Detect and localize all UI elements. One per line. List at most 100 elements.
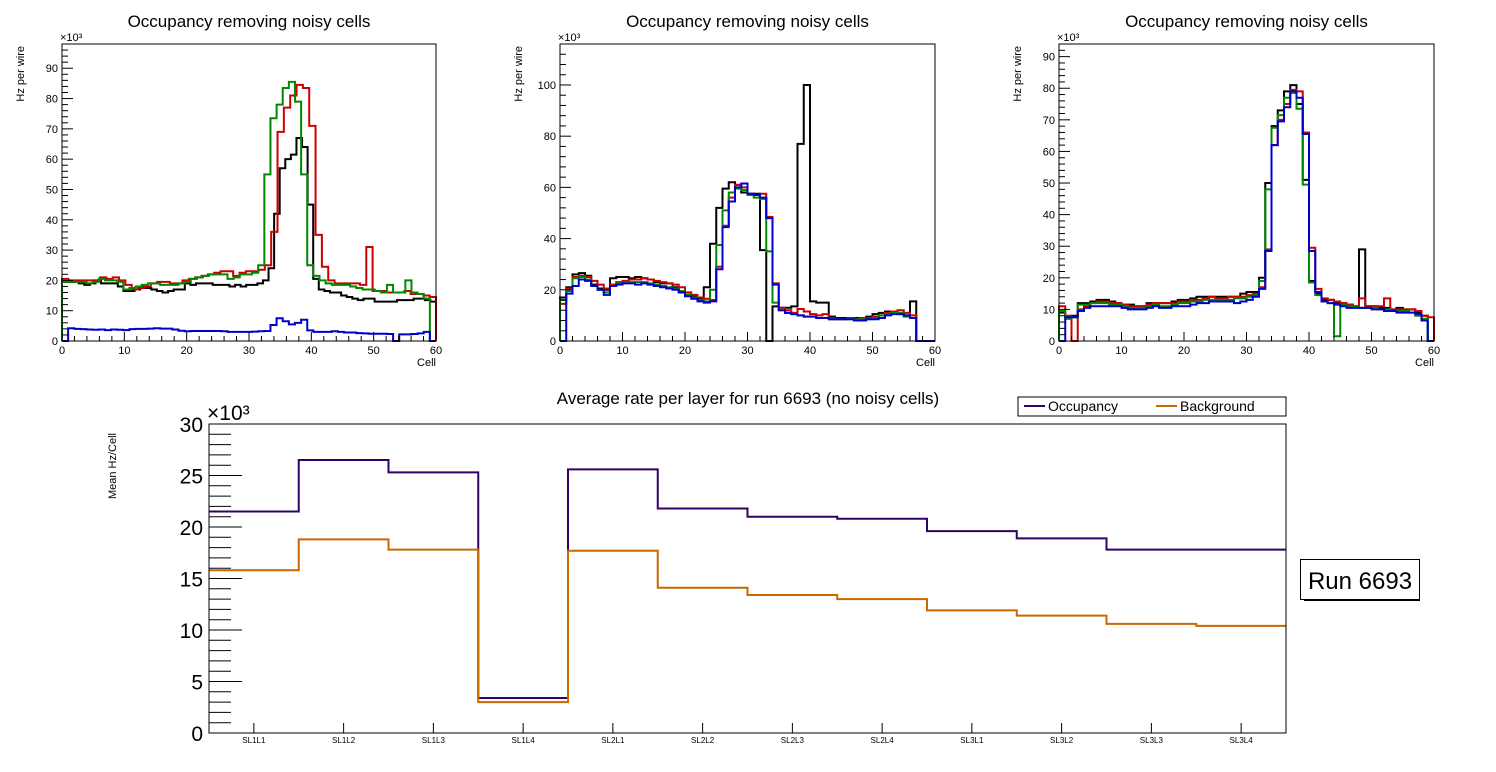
y-tick-label: 20 bbox=[1043, 273, 1055, 285]
x-tick-label: 0 bbox=[59, 345, 65, 357]
x-tick-label: 30 bbox=[243, 345, 255, 357]
series-line-layer-4 bbox=[560, 182, 935, 342]
x-category-label: SL2L2 bbox=[691, 736, 715, 745]
y-tick-label: 30 bbox=[180, 414, 203, 437]
y-tick-label: 10 bbox=[1043, 304, 1055, 316]
x-tick-label: 40 bbox=[1303, 345, 1315, 357]
series-line-layer-3 bbox=[61, 80, 436, 342]
x-category-label: SL3L3 bbox=[1140, 736, 1164, 745]
series-line-layer-1 bbox=[559, 83, 935, 342]
series-line-layer-2 bbox=[1058, 88, 1435, 342]
run-annotation: Run 6693 bbox=[1300, 559, 1420, 601]
y-tick-label: 40 bbox=[544, 234, 556, 246]
x-category-label: SL3L2 bbox=[1050, 736, 1074, 745]
y-tick-label: 15 bbox=[180, 569, 203, 592]
x-tick-label: 40 bbox=[305, 345, 317, 357]
y-axis-label: Hz per wire bbox=[513, 46, 525, 102]
y-tick-label: 90 bbox=[1043, 52, 1055, 64]
y-tick-label: 20 bbox=[544, 285, 556, 297]
x-category-label: SL2L1 bbox=[601, 736, 625, 745]
y-tick-label: 90 bbox=[46, 63, 58, 75]
x-tick-label: 60 bbox=[929, 345, 941, 357]
x-tick-label: 50 bbox=[368, 345, 380, 357]
y-tick-label: 0 bbox=[191, 723, 203, 746]
series-line-layer-2 bbox=[61, 83, 437, 341]
x-tick-label: 30 bbox=[741, 345, 753, 357]
x-tick-label: 40 bbox=[804, 345, 816, 357]
y-tick-label: 0 bbox=[52, 336, 58, 348]
y-tick-label: 80 bbox=[46, 94, 58, 106]
legend-label-occupancy: Occupancy bbox=[1048, 398, 1118, 414]
y-tick-label: 0 bbox=[550, 336, 556, 348]
plot-frame bbox=[208, 423, 1287, 734]
panel-title: Occupancy removing noisy cells bbox=[626, 12, 869, 31]
y-tick-label: 5 bbox=[191, 672, 203, 695]
series-line-layer-1 bbox=[61, 136, 437, 341]
x-category-label: SL1L2 bbox=[332, 736, 356, 745]
x-category-label: SL1L1 bbox=[242, 736, 266, 745]
y-tick-label: 70 bbox=[1043, 115, 1055, 127]
y-exponent-label: ×10³ bbox=[558, 32, 581, 44]
x-tick-label: 20 bbox=[679, 345, 691, 357]
y-tick-label: 60 bbox=[1043, 146, 1055, 158]
x-category-label: SL2L4 bbox=[871, 736, 895, 745]
panel-title: Occupancy removing noisy cells bbox=[1125, 12, 1368, 31]
y-tick-label: 100 bbox=[538, 80, 556, 92]
y-tick-label: 25 bbox=[180, 466, 203, 489]
x-axis-label: Cell bbox=[916, 357, 935, 369]
y-tick-label: 0 bbox=[1049, 336, 1055, 348]
y-tick-label: 50 bbox=[1043, 178, 1055, 190]
series-line-background bbox=[209, 538, 1286, 704]
y-axis-label: Hz per wire bbox=[15, 46, 27, 102]
y-axis-label: Mean Hz/Cell bbox=[107, 433, 119, 499]
x-category-label: SL2L3 bbox=[781, 736, 805, 745]
y-tick-label: 40 bbox=[46, 215, 58, 227]
annotation-text: Run 6693 bbox=[1308, 568, 1412, 595]
legend-box bbox=[1017, 396, 1287, 417]
y-tick-label: 10 bbox=[180, 620, 203, 643]
x-tick-label: 0 bbox=[1056, 345, 1062, 357]
y-tick-label: 50 bbox=[46, 184, 58, 196]
x-tick-label: 50 bbox=[866, 345, 878, 357]
series-line-layer-4 bbox=[1059, 90, 1434, 342]
x-category-label: SL1L3 bbox=[422, 736, 446, 745]
series-line-layer-4 bbox=[62, 317, 436, 342]
panel-title: Occupancy removing noisy cells bbox=[128, 12, 371, 31]
average-rate-panel: Average rate per layer for run 6693 (no … bbox=[107, 389, 1420, 746]
annotation-box bbox=[1300, 559, 1420, 600]
legend-label-background: Background bbox=[1180, 398, 1255, 414]
x-tick-label: 50 bbox=[1365, 345, 1377, 357]
y-tick-label: 20 bbox=[46, 275, 58, 287]
y-tick-label: 40 bbox=[1043, 210, 1055, 222]
y-tick-label: 30 bbox=[1043, 241, 1055, 253]
panel-title: Average rate per layer for run 6693 (no … bbox=[557, 389, 939, 408]
y-tick-label: 80 bbox=[1043, 83, 1055, 95]
x-tick-label: 60 bbox=[430, 345, 442, 357]
x-category-label: SL1L4 bbox=[512, 736, 536, 745]
y-tick-label: 10 bbox=[46, 306, 58, 318]
x-tick-label: 30 bbox=[1240, 345, 1252, 357]
histogram-panel-2: Occupancy removing noisy cells 0 10 20 30 40 5… bbox=[513, 12, 941, 369]
x-tick-label: 10 bbox=[118, 345, 130, 357]
histogram-panel-3: Occupancy removing noisy cells 0 10 20 30 40 5… bbox=[1012, 12, 1440, 369]
series-line-layer-3 bbox=[1058, 91, 1434, 342]
x-axis-label: Cell bbox=[417, 357, 436, 369]
plot-frame bbox=[61, 43, 437, 342]
y-tick-label: 70 bbox=[46, 124, 58, 136]
x-tick-label: 10 bbox=[616, 345, 628, 357]
x-tick-label: 10 bbox=[1115, 345, 1127, 357]
x-tick-label: 20 bbox=[1178, 345, 1190, 357]
y-axis-label: Hz per wire bbox=[1012, 46, 1024, 102]
x-tick-label: 20 bbox=[181, 345, 193, 357]
legend: Occupancy Background bbox=[1017, 396, 1287, 417]
y-exponent-label: ×10³ bbox=[60, 32, 83, 44]
y-tick-label: 80 bbox=[544, 131, 556, 143]
y-exponent-label: ×10³ bbox=[1057, 32, 1080, 44]
y-tick-label: 60 bbox=[46, 154, 58, 166]
y-tick-label: 30 bbox=[46, 245, 58, 257]
series-line-occupancy bbox=[209, 459, 1286, 699]
x-axis-label: Cell bbox=[1415, 357, 1434, 369]
y-exponent-label: ×10³ bbox=[207, 402, 250, 425]
x-tick-label: 60 bbox=[1428, 345, 1440, 357]
